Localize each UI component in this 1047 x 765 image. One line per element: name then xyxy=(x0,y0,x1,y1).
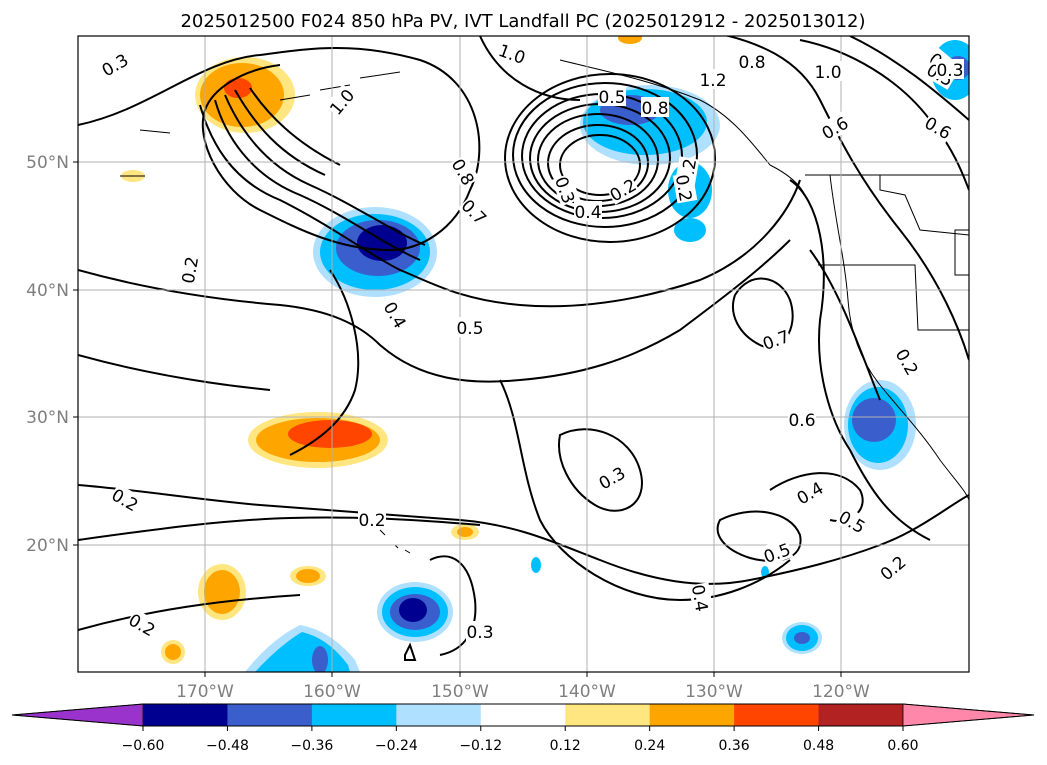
contour-label-bg xyxy=(792,476,827,508)
contour-label-bg xyxy=(598,86,626,106)
contour-label: 0.3 xyxy=(936,61,963,81)
contour-label-bg xyxy=(814,61,842,81)
colorbar-extend-high xyxy=(902,703,1035,727)
colorbar-tick-label: 0.36 xyxy=(719,738,750,754)
colorbar-tick-label: 0.12 xyxy=(550,738,581,754)
colorbar-tick-label: 0.60 xyxy=(887,738,918,754)
contour-label-bg xyxy=(817,111,852,143)
contour-label: 0.4 xyxy=(687,583,711,613)
colorbar-tick-label: −0.48 xyxy=(206,738,249,754)
contour-label-bg xyxy=(760,537,794,567)
contour-label-bg xyxy=(551,173,581,207)
contour-label: 1.2 xyxy=(699,71,726,91)
x-tick-label: 130°W xyxy=(685,682,743,702)
contour-label-bg xyxy=(108,483,143,515)
y-tick-labels: 50°N 40°N 30°N 20°N xyxy=(26,153,78,556)
colorbar: −0.60 −0.48 −0.36 −0.24 −0.12 0.12 0.24 0.36 0.4… xyxy=(11,703,1035,754)
y-tick-label: 30°N xyxy=(26,408,69,428)
contour-label-bg xyxy=(892,344,924,379)
contour-label: 0.3 xyxy=(466,623,493,643)
contour-label-bg xyxy=(738,51,766,71)
gridlines xyxy=(78,36,969,672)
colorbar-tick-label: −0.24 xyxy=(375,738,418,754)
contour-label-bg xyxy=(380,297,412,332)
colorbar-segment xyxy=(227,704,313,726)
contour-label-bg xyxy=(324,84,358,119)
contour-label: 1.0 xyxy=(814,63,841,83)
colorbar-tick-label: −0.12 xyxy=(459,738,502,754)
contour-label-bg xyxy=(594,461,629,493)
map-area: 0.31.01.0 0.81.20.81.00.50.40.6 0.60.80.70… xyxy=(78,36,969,672)
y-tick-label: 20°N xyxy=(26,536,69,556)
colorbar-segment xyxy=(734,704,820,726)
contour-label-bg xyxy=(466,621,494,641)
colorbar-segment xyxy=(143,704,228,726)
contour-label-bg xyxy=(125,608,160,640)
map-frame xyxy=(77,35,970,673)
colorbar-segment xyxy=(565,704,651,726)
colorbar-tick-label: 0.24 xyxy=(634,738,665,754)
x-tick-label: 150°W xyxy=(431,682,489,702)
contour-label-bg xyxy=(835,505,870,537)
x-tick-label: 160°W xyxy=(303,682,361,702)
colorbar-segment xyxy=(649,704,735,726)
contour-label: 0.5 xyxy=(598,88,625,108)
contour-label-bg xyxy=(699,69,727,89)
contour-label-bg xyxy=(921,111,956,143)
colorbar-tick-label: 0.48 xyxy=(803,738,834,754)
contour-label: 0.5 xyxy=(456,319,483,339)
shaded-anomalies xyxy=(121,36,969,672)
contour-label-bg xyxy=(176,254,202,286)
contour-label-bg xyxy=(448,154,480,189)
contour-label-bg xyxy=(358,509,386,529)
contour-label: 0.2 xyxy=(671,173,695,203)
y-tick-label: 40°N xyxy=(26,281,69,301)
colorbar-segment xyxy=(396,704,482,726)
contour-label-bg xyxy=(688,582,714,614)
contour-label-bg xyxy=(495,38,529,68)
colorbar-segment xyxy=(480,704,566,726)
contour-label-bg xyxy=(875,550,910,584)
contour-label-bg xyxy=(457,194,492,229)
contour-label: 0.8 xyxy=(738,53,765,73)
x-tick-labels: 170°W 160°W 150°W 140°W 130°W 120°W xyxy=(176,672,870,702)
contour-label: 0.8 xyxy=(641,99,668,119)
contour-label-bg xyxy=(641,97,669,117)
x-tick-label: 140°W xyxy=(558,682,616,702)
contour-label: 0.2 xyxy=(179,255,203,285)
contour-label-bg xyxy=(672,172,698,204)
contour-label-bg xyxy=(605,173,640,205)
contour-label-bg xyxy=(788,409,816,429)
contour-label-bg xyxy=(574,201,602,221)
x-tick-label: 170°W xyxy=(176,682,234,702)
contour-label-bg xyxy=(456,317,484,337)
colorbar-extend-low xyxy=(11,703,144,727)
contour-label-bg xyxy=(97,48,132,80)
contour-label: 0.6 xyxy=(788,411,815,431)
x-tick-label: 120°W xyxy=(812,682,870,702)
chart-title: 2025012500 F024 850 hPa PV, IVT Landfall… xyxy=(180,11,865,32)
y-tick-label: 50°N xyxy=(26,153,69,173)
colorbar-tick-label: −0.36 xyxy=(290,738,333,754)
contour-label-bg xyxy=(759,324,793,354)
contour-labels: 0.31.01.0 0.81.20.81.00.50.40.6 0.60.80.70… xyxy=(97,38,964,643)
contour-lines xyxy=(78,36,969,661)
colorbar-segment xyxy=(818,704,904,726)
contour-label-bg xyxy=(936,59,964,79)
contour-label: 0.4 xyxy=(574,203,601,223)
colorbar-tick-label: −0.60 xyxy=(122,738,165,754)
contour-label: 0.2 xyxy=(358,511,385,531)
colorbar-segment xyxy=(311,704,397,726)
